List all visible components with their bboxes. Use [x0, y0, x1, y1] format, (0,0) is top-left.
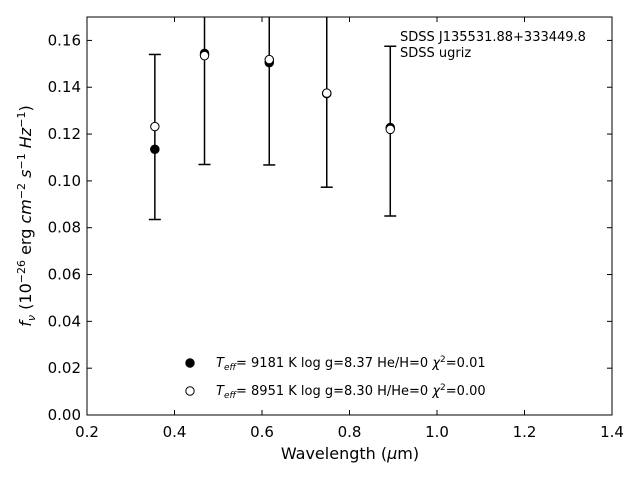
annotation-object: SDSS J135531.88+333449.8	[400, 30, 586, 45]
y-tick-label: 0.06	[48, 266, 81, 284]
legend-2-comp: H/He=0	[377, 384, 428, 399]
model-point-open	[199, 50, 210, 61]
y-tick-label: 0.10	[48, 172, 81, 190]
y-tick-label: 0.16	[48, 31, 81, 49]
legend-1-comp: He/H=0	[377, 356, 428, 371]
x-axis-label: Wavelength (μm)	[281, 444, 419, 463]
x-tick-label: 0.2	[75, 423, 99, 441]
y-tick-label: 0.00	[48, 406, 81, 424]
legend-2-teff: 8951 K	[251, 384, 297, 399]
x-tick-label: 1.4	[600, 423, 624, 441]
legend-marker-filled	[185, 358, 195, 368]
y-tick-label: 0.14	[48, 78, 81, 96]
legend: Teff= 9181 K log g=8.37 He/H=0 χ2=0.01 T…	[185, 355, 486, 401]
model-point-open	[322, 88, 332, 98]
y-tick-label: 0.12	[48, 125, 81, 143]
y-tick-label: 0.08	[48, 219, 81, 237]
y-axis-label: fν (10−26 erg cm−2 s−1 Hz−1)	[15, 105, 38, 326]
annotation-filters: SDSS ugriz	[400, 46, 471, 61]
error-bars	[148, 17, 397, 221]
y-tick-label: 0.04	[48, 312, 81, 330]
ticks: 0.2 0.4 0.6 0.8 1.0 1.2 1.4 0.00 0.02 0.04 0.06 0.0…	[48, 17, 624, 441]
legend-1-logg: log g=8.37	[301, 356, 373, 371]
legend-1-teff: 9181 K	[251, 356, 297, 371]
model-point-open	[264, 54, 274, 65]
legend-entry-2: Teff= 8951 K log g=8.30 H/He=0 χ2=0.00	[216, 383, 486, 401]
legend-marker-open	[185, 386, 195, 396]
y-tick-label: 0.02	[48, 359, 81, 377]
model-point-filled	[150, 144, 160, 154]
legend-entry-1: Teff= 9181 K log g=8.37 He/H=0 χ2=0.01	[216, 355, 486, 373]
legend-2-logg: log g=8.30	[301, 384, 373, 399]
x-tick-label: 1.2	[513, 423, 537, 441]
data-points	[150, 48, 395, 154]
x-tick-label: 0.4	[163, 423, 187, 441]
legend-1-chi2: =0.01	[446, 356, 486, 371]
model-point-open	[385, 124, 395, 135]
x-tick-label: 0.8	[338, 423, 362, 441]
x-tick-label: 0.6	[250, 423, 274, 441]
x-tick-label: 1.0	[425, 423, 449, 441]
legend-2-chi2: =0.00	[446, 384, 486, 399]
model-point-open	[150, 121, 160, 132]
